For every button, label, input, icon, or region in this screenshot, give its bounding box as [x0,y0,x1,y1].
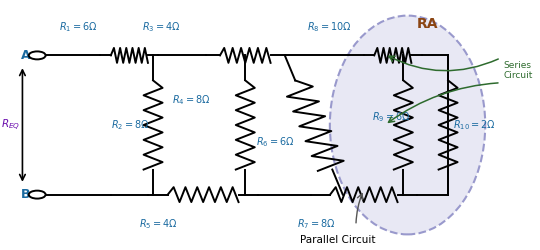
Text: Parallel Circuit: Parallel Circuit [300,235,375,245]
Circle shape [29,191,45,198]
Circle shape [29,52,45,59]
Text: $R_1 = 6\Omega$: $R_1 = 6\Omega$ [59,20,98,34]
Text: B: B [22,188,31,201]
Text: $R_8 = 10\Omega$: $R_8 = 10\Omega$ [307,20,352,34]
Text: $R_7 = 8\Omega$: $R_7 = 8\Omega$ [297,218,336,231]
Text: $R_2 = 8\Omega$: $R_2 = 8\Omega$ [111,118,150,132]
Text: $R_6 = 6\Omega$: $R_6 = 6\Omega$ [256,136,294,149]
Ellipse shape [330,16,485,234]
Text: $R_4 = 8\Omega$: $R_4 = 8\Omega$ [172,93,210,107]
Text: $R_9 = 6\Omega$: $R_9 = 6\Omega$ [372,111,410,124]
Text: $R_{EQ}$: $R_{EQ}$ [1,118,21,132]
Text: A: A [21,49,31,62]
Text: RA: RA [416,17,438,31]
Text: $R_5 = 4\Omega$: $R_5 = 4\Omega$ [139,218,178,231]
Text: $R_{10} = 2\Omega$: $R_{10} = 2\Omega$ [454,118,496,132]
Text: $R_3 = 4\Omega$: $R_3 = 4\Omega$ [141,20,180,34]
Text: Series
Circuit: Series Circuit [503,60,533,80]
